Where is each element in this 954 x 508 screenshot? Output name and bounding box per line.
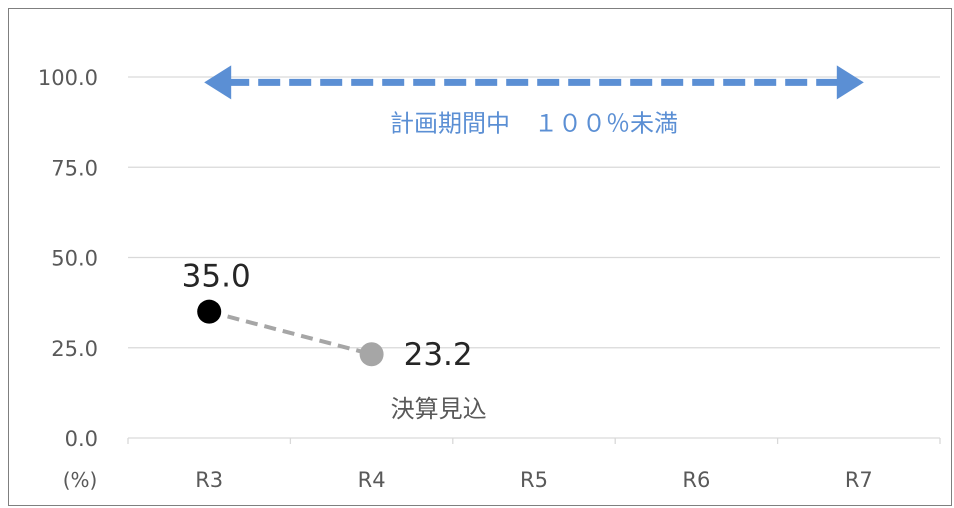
target-label: 計画期間中 １００％未満	[390, 109, 678, 137]
y-tick-label: 75.0	[51, 156, 98, 180]
series-line	[197, 299, 384, 367]
unit-label: (%)	[63, 468, 98, 492]
target-arrowhead-left	[204, 65, 232, 100]
y-tick-label: 0.0	[65, 427, 98, 451]
x-axis	[127, 437, 941, 444]
x-tick-label: R4	[358, 468, 386, 492]
data-point-r4	[359, 342, 384, 367]
data-labels: 35.0 23.2	[182, 259, 473, 374]
point-note: 決算見込	[391, 395, 487, 423]
x-tick-label: R3	[195, 468, 223, 492]
x-tick-label: R6	[682, 468, 710, 492]
data-point-r3	[197, 299, 222, 324]
x-tick-label: R5	[520, 468, 548, 492]
y-tick-label: 100.0	[38, 66, 98, 90]
target-arrowhead-right	[836, 65, 864, 100]
series-segment	[208, 309, 373, 357]
x-tick-label: R7	[845, 468, 873, 492]
target-arrow	[204, 65, 864, 100]
y-tick-labels: 0.0 25.0 50.0 75.0 100.0	[38, 66, 98, 451]
gridlines	[128, 76, 940, 349]
y-tick-label: 50.0	[51, 247, 98, 271]
data-label-r3: 35.0	[182, 259, 251, 295]
x-tick-labels: R3 R4 R5 R6 R7	[195, 468, 873, 492]
y-tick-label: 25.0	[51, 337, 98, 361]
data-label-r4: 23.2	[404, 337, 473, 373]
